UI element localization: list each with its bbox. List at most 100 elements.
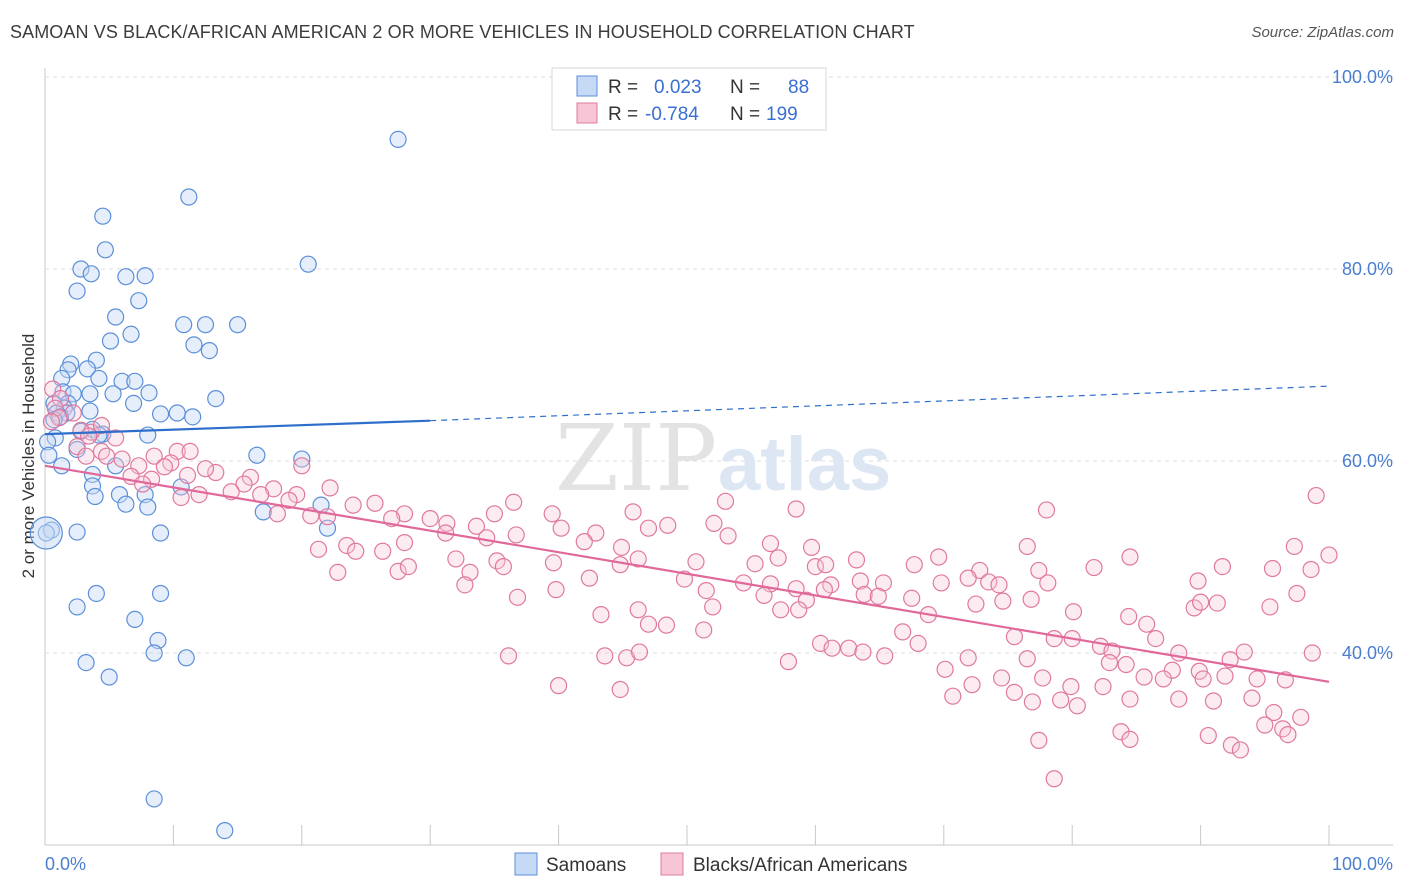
blacks-point [716,492,735,510]
samoans-point [299,255,317,273]
blacks-point [485,505,503,523]
blacks-point [552,519,570,537]
blacks-point [1154,670,1172,688]
blacks-point [1018,537,1036,556]
blacks-point [592,605,610,624]
blacks-point [421,509,439,528]
blacks-point [395,505,414,523]
blacks-point [190,486,208,504]
blacks-point [1222,736,1241,754]
blacks-point [1235,643,1253,661]
blacks-point [624,503,642,521]
blacks-point [543,505,561,523]
blacks-point [587,524,605,542]
samoans-point [293,450,311,468]
blacks-point [395,533,414,552]
blacks-point [1302,560,1320,579]
legend-n-label-2: N = [730,104,760,125]
blacks-point [374,542,392,560]
blacks-point [293,457,311,475]
samoans-point [140,384,158,402]
samoans-point [104,385,122,403]
blacks-point [505,493,523,511]
blacks-point [50,409,68,427]
samoans-point [81,385,99,403]
legend-n-value-2: 199 [766,104,798,125]
blacks-point [1030,731,1048,749]
blacks-point [769,549,787,567]
blacks-point [178,466,197,484]
blacks-point [1117,655,1135,674]
legend-r-value-1: 0.023 [654,77,702,98]
legend-n-label-1: N = [730,77,760,98]
blacks-point [207,463,225,482]
samoans-point [68,598,86,616]
blacks-point [1261,598,1279,616]
samoans-point [86,487,104,506]
blacks-point [1189,572,1207,590]
blacks-point [1303,644,1321,662]
blacks-point [494,557,512,576]
blacks-point [1037,501,1056,519]
samoans-point [81,402,99,420]
samoans-point [117,495,135,513]
blacks-point [478,529,496,547]
blacks-point [92,442,111,460]
legend-r-label-2: R = [608,104,638,125]
blacks-point [1285,537,1303,556]
blacks-point [508,588,527,606]
blacks-point [1194,670,1212,688]
legend-n-value-1: 88 [788,77,809,98]
blacks-point [1045,770,1063,788]
blacks-point [1191,593,1210,611]
samoans-point [389,130,407,148]
x-tick-label-start: 0.0% [45,854,86,874]
legend-swatch-samoans [576,75,598,97]
blacks-point [1045,629,1063,648]
blacks-point [909,634,927,653]
blacks-point [695,621,713,639]
samoans-point [68,282,86,300]
blacks-point [488,552,506,570]
blacks-point [1064,603,1083,621]
blacks-point [705,514,723,533]
samoans-point [145,644,163,662]
samoans-point [94,207,112,225]
blacks-point [145,447,163,465]
y-tick-label: 60.0% [1342,451,1393,471]
y-tick-label: 80.0% [1342,259,1393,279]
samoans-point [126,372,144,390]
blacks-point [876,647,894,665]
svg-text:atlas: atlas [718,422,891,507]
blacks-point [1307,486,1325,505]
samoans-point [87,351,105,369]
blacks-point [42,413,61,431]
blacks-point [855,585,873,604]
blacks-point [389,562,407,581]
samoans-point [216,821,234,840]
blacks-point [990,576,1008,594]
legend-swatch-blacks [576,102,598,124]
samoans-point [248,446,266,464]
blacks-point [1199,726,1217,745]
blacks-point [869,587,887,605]
blacks-point [547,581,565,599]
blacks-point [1216,667,1234,685]
blacks-point [1005,628,1024,646]
samoans-point [151,524,170,542]
blacks-point [507,526,525,544]
blacks-point [611,680,629,699]
blacks-point [779,653,798,671]
y-tick-labels: 40.0% 60.0% 80.0% 100.0% [1332,67,1393,663]
blacks-point [817,556,835,574]
blacks-point [98,447,116,465]
blacks-point [894,623,912,641]
samoans-point [196,316,215,334]
bottom-legend-samoans: Samoans [546,855,626,876]
samoans-point [151,584,170,603]
samoans-point [200,342,218,360]
blacks-point [1121,730,1139,749]
blacks-point [967,595,985,613]
blacks-point [851,572,869,590]
blacks-point [347,542,365,560]
